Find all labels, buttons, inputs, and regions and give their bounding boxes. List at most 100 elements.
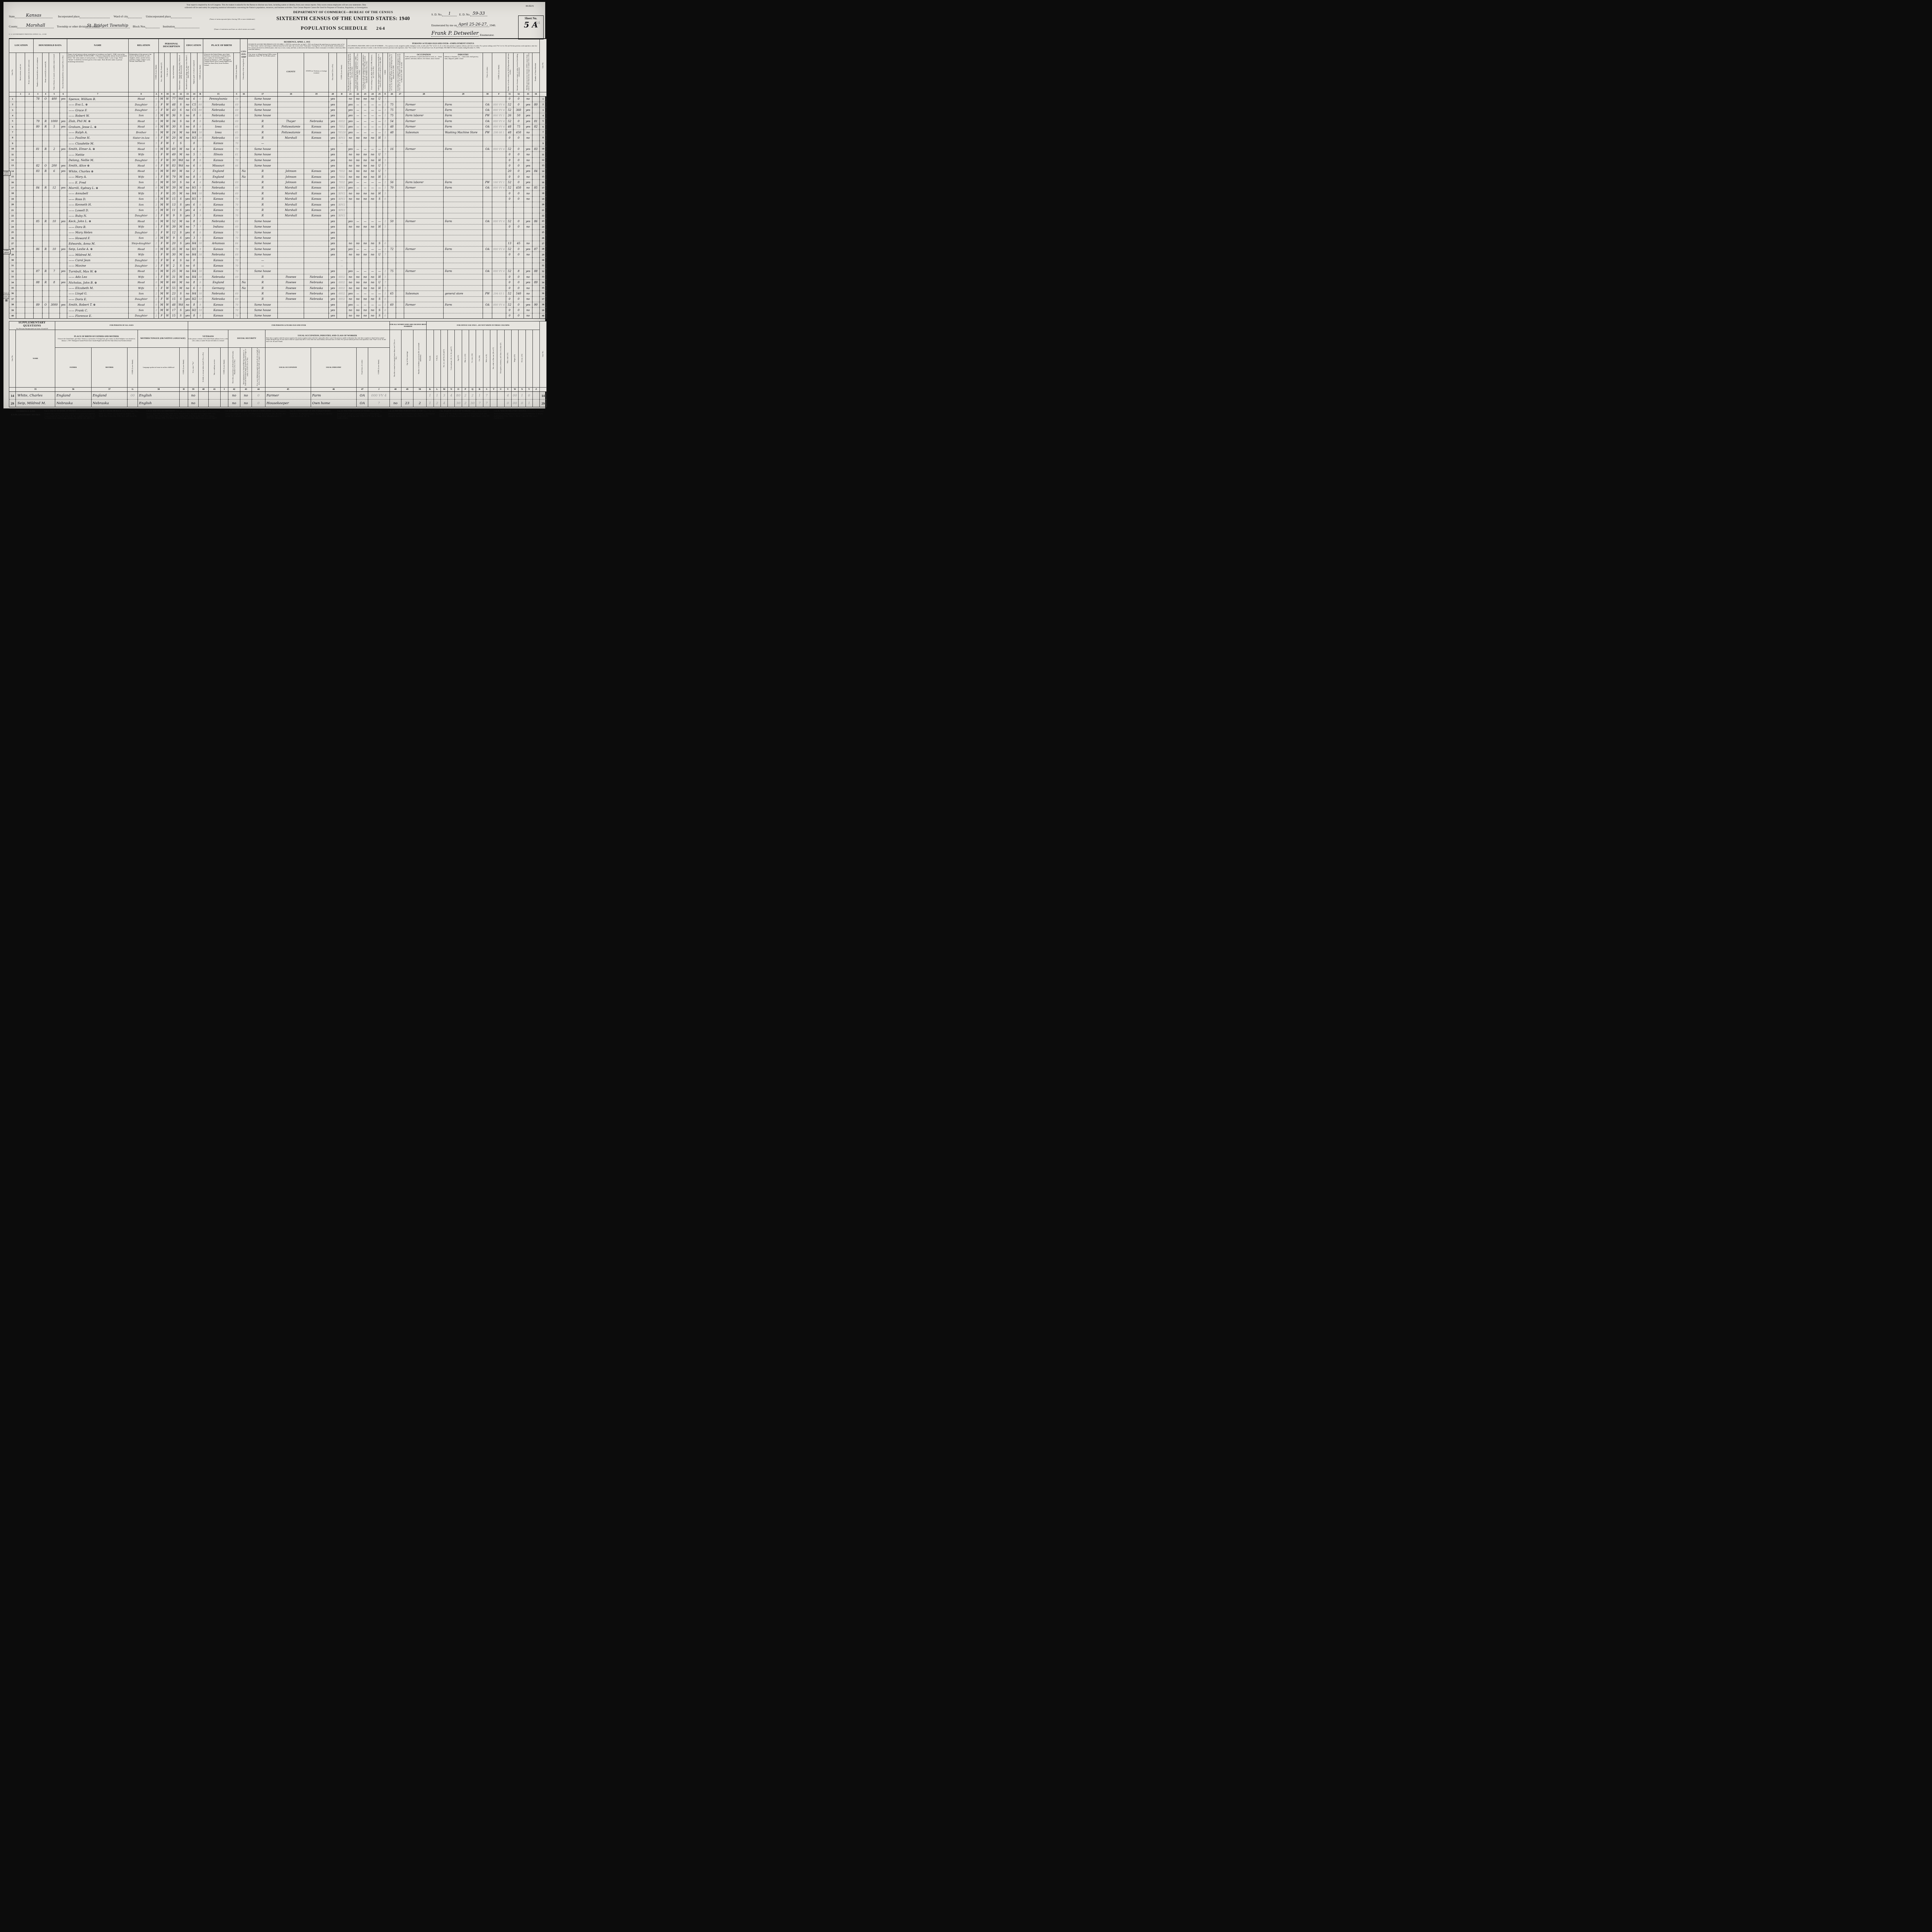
supp-col-mother: MOTHER bbox=[91, 347, 128, 388]
table-header: LOCATION HOUSEHOLD DATA NAME RELATION PE… bbox=[9, 38, 547, 97]
cell bbox=[240, 307, 248, 313]
cell bbox=[404, 252, 444, 258]
cell: 10 bbox=[48, 218, 60, 224]
cell bbox=[48, 241, 60, 247]
cell: 80 bbox=[33, 124, 43, 130]
cell: 1 bbox=[383, 179, 388, 185]
cell: 8 bbox=[190, 157, 198, 163]
cell: H3 bbox=[190, 135, 198, 141]
cell bbox=[404, 202, 444, 208]
cell: 1 bbox=[153, 252, 159, 258]
cell bbox=[233, 168, 240, 175]
column-number-cell: 28 bbox=[404, 92, 444, 97]
cell: 7 bbox=[476, 399, 483, 407]
column-number-cell: 22 bbox=[354, 92, 362, 97]
cell: 30 bbox=[197, 129, 204, 136]
cell: yes bbox=[328, 190, 337, 197]
cell bbox=[346, 213, 354, 219]
cell: F bbox=[158, 135, 165, 141]
supp-group-ss: SOCIAL SECURITY bbox=[228, 330, 265, 348]
cell bbox=[197, 257, 204, 264]
cell bbox=[304, 224, 329, 230]
cell: Daughter bbox=[128, 313, 154, 319]
cell: Farm bbox=[443, 246, 483, 252]
cell: Wd bbox=[177, 96, 185, 102]
cell: 2 bbox=[9, 102, 17, 108]
table-row: 13 82 O 200 yes Smith, Alice ⊗ Head 0 F W 83 Wd no 6 6… bbox=[9, 163, 547, 169]
cell: 6 bbox=[539, 124, 547, 130]
cell: 19 bbox=[539, 196, 547, 202]
enumerator-signature: Frank P. Detweiler bbox=[431, 31, 479, 37]
cell bbox=[376, 257, 383, 264]
cell: 200 bbox=[48, 163, 60, 169]
cell bbox=[524, 263, 532, 269]
cell: no bbox=[184, 263, 191, 269]
cell bbox=[16, 296, 26, 303]
cell: 7 bbox=[190, 224, 198, 230]
cell: England bbox=[203, 279, 234, 286]
column-number-cell: L bbox=[433, 387, 441, 392]
cell bbox=[198, 399, 209, 407]
cell: Head bbox=[128, 269, 154, 275]
cell: 11 bbox=[539, 151, 547, 158]
cell: no bbox=[346, 174, 354, 180]
cell: 0 bbox=[513, 296, 524, 303]
cell: — bbox=[361, 246, 369, 252]
margin-check-note: Check, if household contd. on next page ☒ bbox=[3, 293, 10, 303]
cell: R bbox=[247, 202, 278, 208]
cell: W bbox=[164, 113, 171, 119]
cell bbox=[25, 168, 34, 175]
cell: 39 bbox=[9, 307, 17, 313]
cell: Wd bbox=[177, 302, 185, 308]
schedule-title: POPULATION SCHEDULE bbox=[301, 26, 368, 31]
enum-date: April 25-26-27, bbox=[457, 22, 490, 27]
cell: —— Robert W. bbox=[66, 113, 129, 119]
cell: X0V2 bbox=[337, 185, 347, 191]
cell bbox=[16, 307, 26, 313]
cell: yes bbox=[59, 279, 67, 286]
cell: 34 bbox=[539, 279, 547, 286]
cell bbox=[383, 207, 388, 213]
cell: Same house bbox=[247, 96, 278, 102]
cell: yes bbox=[59, 124, 67, 130]
cell: yes bbox=[346, 113, 354, 119]
cell: no bbox=[184, 151, 191, 158]
office-col-Z bbox=[532, 330, 540, 388]
cell bbox=[483, 235, 492, 241]
cell bbox=[33, 196, 43, 202]
cell: 4 bbox=[539, 113, 547, 119]
cell: 5 bbox=[383, 274, 388, 280]
cell: Arkansas bbox=[203, 241, 234, 247]
cell: M bbox=[158, 307, 165, 313]
cell bbox=[361, 207, 369, 213]
cell bbox=[387, 307, 396, 313]
cell: 80 bbox=[170, 168, 178, 175]
cell: — bbox=[376, 118, 383, 124]
cell bbox=[277, 235, 304, 241]
cell: no bbox=[184, 257, 191, 264]
cell: 2 bbox=[153, 291, 159, 297]
cell bbox=[59, 129, 67, 136]
cell: no bbox=[361, 196, 369, 202]
cell: 9 bbox=[197, 185, 204, 191]
cell: no bbox=[361, 135, 369, 141]
cell: 52 bbox=[505, 107, 514, 113]
cell: no bbox=[369, 163, 377, 169]
column-number-cell: 16 bbox=[240, 92, 248, 97]
cell: Same house bbox=[247, 146, 278, 152]
cell bbox=[16, 269, 26, 275]
cell: 8 bbox=[190, 279, 198, 286]
sd-label: S. D. No. bbox=[431, 13, 442, 16]
cell bbox=[277, 157, 304, 163]
cell bbox=[240, 230, 248, 236]
cell: — bbox=[354, 102, 362, 108]
column-number-cell: 17 bbox=[247, 92, 278, 97]
cell: 56 bbox=[387, 179, 396, 185]
cell: Nebraska bbox=[203, 179, 234, 185]
cell: no bbox=[346, 190, 354, 197]
supp-col-41: War or military service bbox=[208, 347, 221, 388]
cell: no bbox=[184, 118, 191, 124]
cell bbox=[346, 263, 354, 269]
